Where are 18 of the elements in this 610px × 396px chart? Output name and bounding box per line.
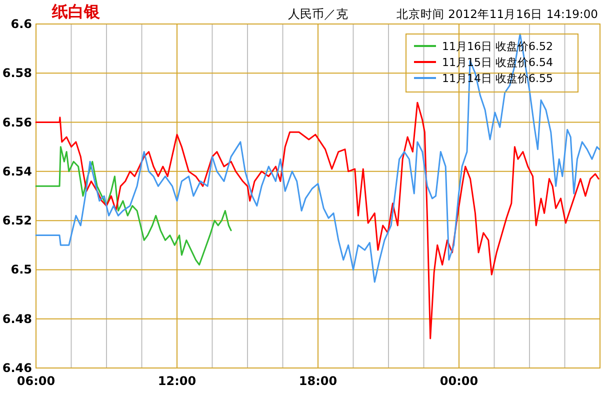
y-tick-label: 6.56: [2, 115, 32, 130]
y-tick-label: 6.52: [2, 214, 32, 228]
y-tick-label: 6.54: [2, 164, 32, 178]
y-tick-label: 6.6: [10, 17, 32, 31]
chart-title: 纸白银: [51, 2, 101, 21]
x-tick-label: 06:00: [16, 374, 56, 388]
y-tick-label: 6.58: [2, 66, 32, 80]
line-series: [35, 146, 232, 266]
y-tick-label: 6.46: [2, 361, 32, 375]
line-series: [35, 102, 600, 340]
x-tick-label: 00:00: [440, 374, 478, 388]
chart-subtitle: 人民币／克: [288, 7, 348, 21]
text: 北京时间 2012年11月16日 14:19:00: [396, 7, 598, 21]
y-tick-label: 6.5: [10, 262, 32, 277]
x-tick-label: 18:00: [298, 374, 338, 388]
x-tick-label: 12:00: [158, 374, 196, 388]
line-series: [35, 33, 600, 283]
y-tick-label: 6.48: [2, 312, 32, 326]
